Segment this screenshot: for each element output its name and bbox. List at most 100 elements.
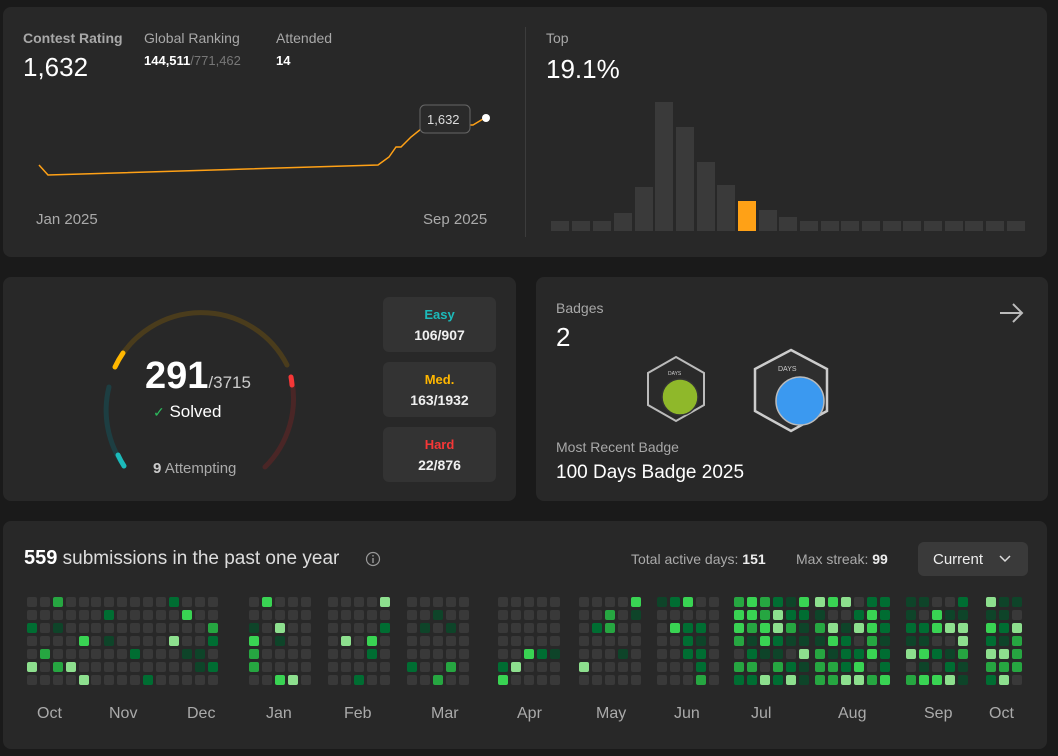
heatmap-cell[interactable] <box>550 636 560 646</box>
heatmap-cell[interactable] <box>1012 597 1022 607</box>
heatmap-cell[interactable] <box>459 649 469 659</box>
heatmap-cell[interactable] <box>367 610 377 620</box>
heatmap-cell[interactable] <box>182 610 192 620</box>
heatmap-cell[interactable] <box>288 623 298 633</box>
heatmap-cell[interactable] <box>433 597 443 607</box>
heatmap-cell[interactable] <box>156 649 166 659</box>
heatmap-cell[interactable] <box>880 649 890 659</box>
heatmap-cell[interactable] <box>367 662 377 672</box>
heatmap-cell[interactable] <box>670 610 680 620</box>
heatmap-cell[interactable] <box>605 662 615 672</box>
heatmap-cell[interactable] <box>919 623 929 633</box>
heatmap-cell[interactable] <box>958 597 968 607</box>
heatmap-cell[interactable] <box>696 597 706 607</box>
heatmap-cell[interactable] <box>66 597 76 607</box>
heatmap-cell[interactable] <box>407 597 417 607</box>
heatmap-cell[interactable] <box>301 662 311 672</box>
heatmap-cell[interactable] <box>683 636 693 646</box>
heatmap-cell[interactable] <box>760 610 770 620</box>
heatmap-cell[interactable] <box>104 636 114 646</box>
heatmap-cell[interactable] <box>446 662 456 672</box>
heatmap-cell[interactable] <box>945 649 955 659</box>
heatmap-cell[interactable] <box>143 649 153 659</box>
heatmap-cell[interactable] <box>130 597 140 607</box>
heatmap-cell[interactable] <box>195 675 205 685</box>
heatmap-cell[interactable] <box>156 675 166 685</box>
heatmap-cell[interactable] <box>932 675 942 685</box>
heatmap-cell[interactable] <box>786 636 796 646</box>
heatmap-cell[interactable] <box>773 623 783 633</box>
heatmap-cell[interactable] <box>734 610 744 620</box>
heatmap-cell[interactable] <box>618 649 628 659</box>
heatmap-cell[interactable] <box>459 623 469 633</box>
heatmap-cell[interactable] <box>815 623 825 633</box>
heatmap-cell[interactable] <box>854 597 864 607</box>
heatmap-cell[interactable] <box>143 597 153 607</box>
heatmap-cell[interactable] <box>1012 623 1022 633</box>
heatmap-cell[interactable] <box>169 636 179 646</box>
heatmap-cell[interactable] <box>380 610 390 620</box>
heatmap-cell[interactable] <box>195 623 205 633</box>
heatmap-cell[interactable] <box>27 623 37 633</box>
heatmap-cell[interactable] <box>696 675 706 685</box>
heatmap-cell[interactable] <box>407 675 417 685</box>
heatmap-cell[interactable] <box>880 597 890 607</box>
heatmap-cell[interactable] <box>986 597 996 607</box>
heatmap-cell[interactable] <box>919 662 929 672</box>
heatmap-cell[interactable] <box>433 649 443 659</box>
heatmap-cell[interactable] <box>709 662 719 672</box>
heatmap-cell[interactable] <box>498 662 508 672</box>
heatmap-cell[interactable] <box>66 675 76 685</box>
heatmap-cell[interactable] <box>275 623 285 633</box>
heatmap-cell[interactable] <box>328 610 338 620</box>
heatmap-cell[interactable] <box>288 649 298 659</box>
heatmap-cell[interactable] <box>117 649 127 659</box>
heatmap-cell[interactable] <box>670 675 680 685</box>
heatmap-cell[interactable] <box>208 675 218 685</box>
heatmap-cell[interactable] <box>592 649 602 659</box>
heatmap-cell[interactable] <box>130 649 140 659</box>
heatmap-cell[interactable] <box>799 610 809 620</box>
heatmap-cell[interactable] <box>66 610 76 620</box>
heatmap-cell[interactable] <box>945 675 955 685</box>
heatmap-cell[interactable] <box>91 662 101 672</box>
heatmap-cell[interactable] <box>262 675 272 685</box>
heatmap-cell[interactable] <box>683 649 693 659</box>
heatmap-cell[interactable] <box>117 636 127 646</box>
heatmap-cell[interactable] <box>208 662 218 672</box>
heatmap-cell[interactable] <box>828 636 838 646</box>
heatmap-cell[interactable] <box>919 610 929 620</box>
heatmap-cell[interactable] <box>104 597 114 607</box>
heatmap-cell[interactable] <box>341 662 351 672</box>
heatmap-cell[interactable] <box>117 610 127 620</box>
heatmap-cell[interactable] <box>328 675 338 685</box>
heatmap-cell[interactable] <box>354 636 364 646</box>
heatmap-cell[interactable] <box>618 597 628 607</box>
heatmap-cell[interactable] <box>288 675 298 685</box>
heatmap-cell[interactable] <box>433 636 443 646</box>
hard-stat[interactable]: Hard 22/876 <box>383 427 496 482</box>
heatmap-cell[interactable] <box>631 662 641 672</box>
heatmap-cell[interactable] <box>734 597 744 607</box>
heatmap-cell[interactable] <box>760 636 770 646</box>
badge-icon-days[interactable]: DAYS <box>644 355 708 425</box>
heatmap-cell[interactable] <box>537 623 547 633</box>
rating-distribution-histogram[interactable] <box>543 87 1033 237</box>
heatmap-cell[interactable] <box>919 636 929 646</box>
heatmap-cell[interactable] <box>380 675 390 685</box>
heatmap-cell[interactable] <box>117 662 127 672</box>
heatmap-cell[interactable] <box>709 675 719 685</box>
heatmap-cell[interactable] <box>130 636 140 646</box>
heatmap-cell[interactable] <box>367 675 377 685</box>
heatmap-cell[interactable] <box>986 610 996 620</box>
heatmap-cell[interactable] <box>592 623 602 633</box>
heatmap-cell[interactable] <box>182 636 192 646</box>
heatmap-cell[interactable] <box>143 636 153 646</box>
heatmap-cell[interactable] <box>169 610 179 620</box>
heatmap-cell[interactable] <box>799 675 809 685</box>
heatmap-cell[interactable] <box>696 623 706 633</box>
heatmap-cell[interactable] <box>169 623 179 633</box>
heatmap-cell[interactable] <box>79 662 89 672</box>
heatmap-cell[interactable] <box>799 636 809 646</box>
heatmap-cell[interactable] <box>1012 662 1022 672</box>
